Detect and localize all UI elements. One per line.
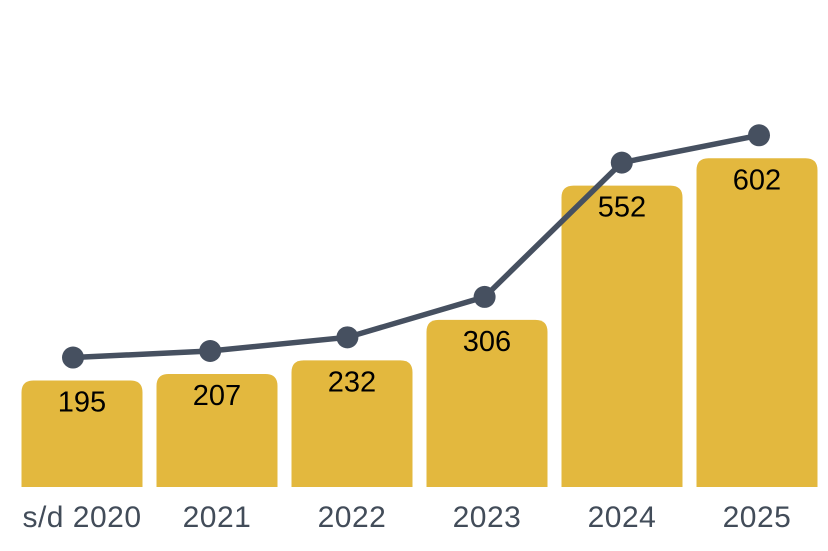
bar-value-label-2024: 552 (598, 192, 646, 224)
x-axis-label-s-d-2020: s/d 2020 (22, 501, 141, 534)
trend-marker-2024 (610, 151, 633, 174)
x-axis-label-2022: 2022 (318, 501, 387, 534)
trend-line (70, 132, 762, 361)
bar-value-label-2021: 207 (193, 380, 241, 412)
trend-marker-2021 (199, 339, 222, 362)
bar-value-label-2022: 232 (328, 366, 376, 398)
bar-2022 (291, 360, 413, 487)
x-axis-label-2023: 2023 (453, 501, 522, 534)
trend-marker-s-d-2020 (62, 346, 84, 369)
bar-value-label-2023: 306 (463, 326, 511, 358)
trend-marker-2023 (473, 285, 496, 308)
x-axis-label-2021: 2021 (183, 501, 252, 534)
bar-value-label-2025: 602 (733, 164, 781, 196)
x-axis-label-2024: 2024 (588, 501, 657, 534)
bar-2023 (426, 319, 548, 487)
trend-marker-2022 (336, 326, 359, 349)
trend-marker-2025 (748, 124, 770, 147)
x-axis-label-2025: 2025 (723, 501, 792, 534)
bar-value-label-s-d-2020: 195 (58, 387, 106, 419)
bar-2024 (561, 185, 683, 487)
bar-2025 (696, 158, 818, 488)
bar-2021 (156, 373, 278, 487)
bar-s-d-2020 (21, 380, 143, 487)
